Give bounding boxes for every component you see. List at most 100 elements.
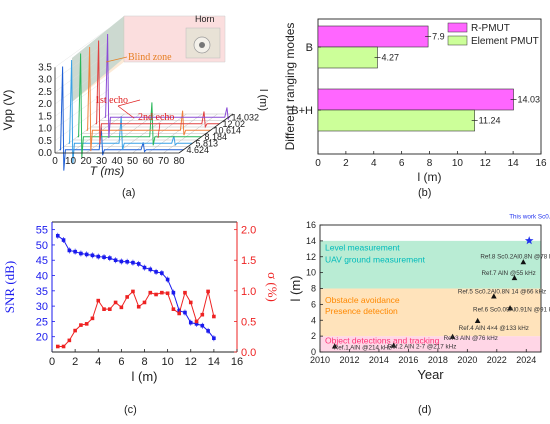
b-legend-swatch-0 <box>447 22 468 33</box>
time-grid-line <box>85 113 141 154</box>
t-tick-label: 20 <box>80 156 92 167</box>
d-point-label: Ref.5 Sc0.2Al0.8N 14 @66 kHz <box>458 288 546 295</box>
c-snr-point <box>142 265 147 270</box>
c-sigma-point <box>206 289 210 294</box>
time-grid-line <box>70 113 125 154</box>
panel-a-3d-waterfall: 0 10 20 30 40 50 60 70 80 0.00.51.0 1.52.02.53.0 3.… <box>1 14 269 199</box>
c-sigma-point <box>108 307 112 311</box>
d-this-work-star <box>524 236 534 245</box>
c-x-tick-label: 6 <box>118 356 124 368</box>
c-sigma-point <box>79 323 83 327</box>
c-snr-point <box>131 260 135 265</box>
d-point-label: Ref.3 AlN @76 kHz <box>444 335 498 342</box>
vpp-grid-line <box>54 52 110 92</box>
d-x-tick-label: 2018 <box>428 355 448 365</box>
d-x-tick-label: 2014 <box>369 355 389 365</box>
c-sigma-point <box>119 305 124 310</box>
b-bar-B-0 <box>317 25 429 48</box>
c-snr-point <box>165 277 170 282</box>
panel-c-dual-axis-line: 0 2 4 6 8 10 12 14 16 20 25 30 35 40 45 50 55 0.0 0.5 1.0 1.… <box>2 221 280 416</box>
b-y-axis-title: Different ranging modes <box>283 23 297 151</box>
b-x-tick-label: 6 <box>399 158 405 169</box>
d-x-tick-label: 2012 <box>339 355 359 365</box>
c-snr-point <box>183 310 187 315</box>
c-left-tick-label: 40 <box>36 271 48 283</box>
c-sigma-point <box>96 298 101 303</box>
d-ref-triangle <box>520 259 527 265</box>
c-x-tick-label: 4 <box>95 356 101 368</box>
c-left-tick-label: 35 <box>36 286 48 298</box>
c-snr-point <box>67 248 72 253</box>
distance-tick-label: 5.813 <box>196 138 219 148</box>
c-snr-point <box>188 320 193 325</box>
d-x-axis-title: Year <box>417 367 444 382</box>
blind-zone-label: Blind zone <box>128 52 172 63</box>
b-x-tick-label: 4 <box>371 158 377 169</box>
b-category-label: B+H <box>291 105 313 117</box>
c-snr-point <box>125 259 129 264</box>
b-legend-swatch-1 <box>447 35 468 46</box>
vpp-grid-line <box>54 64 110 105</box>
t-tick-label: 50 <box>127 156 139 167</box>
c-sigma-point <box>200 312 205 317</box>
c-left-tick-label: 55 <box>36 225 48 237</box>
c-sigma-point <box>148 290 153 295</box>
c-snr-point <box>194 322 199 326</box>
c-right-tick-label: 0.5 <box>241 316 256 328</box>
c-snr-point <box>206 329 210 333</box>
d-x-tick-label: 2024 <box>516 355 536 365</box>
d-x-tick-label: 2016 <box>398 355 418 365</box>
c-left-tick-label: 45 <box>36 255 48 267</box>
d-point-label: This work Sc0.2Al0.8N 2×2 @70 kHz <box>509 214 550 221</box>
c-snr-point <box>102 255 106 259</box>
first-echo-label: 1st echo <box>95 95 128 106</box>
echo-trace-0 <box>59 66 184 171</box>
b-bar-value-label: 7.9 <box>432 32 445 42</box>
b-x-axis-title: l (m) <box>418 170 442 184</box>
distance-axis-title: l (m) <box>257 89 269 111</box>
vpp-grid-line <box>54 40 110 80</box>
b-bar-value-label: 14.03 <box>518 95 541 105</box>
c-sigma-point <box>90 316 95 321</box>
horn-label: Horn <box>195 14 215 24</box>
c-snr-point <box>108 256 112 260</box>
c-sigma-point <box>84 322 89 326</box>
vpp-axis-title: Vpp (V) <box>1 90 15 131</box>
time-grid-line <box>163 113 218 154</box>
c-x-tick-label: 14 <box>208 356 220 368</box>
time-grid-line <box>116 113 172 154</box>
c-sigma-point <box>165 291 170 296</box>
c-left-tick-label: 50 <box>36 240 48 252</box>
d-ref-triangle <box>390 342 397 348</box>
c-sigma-point <box>188 300 193 305</box>
d-band-label: UAV ground measurement <box>325 254 426 264</box>
d-y-tick-label: 8 <box>311 284 316 294</box>
c-x-tick-label: 2 <box>72 356 78 368</box>
d-ref-triangle <box>474 317 481 324</box>
d-ref-triangle <box>331 343 338 349</box>
d-band-0 <box>320 336 541 352</box>
c-sigma-point <box>102 307 106 311</box>
c-snr-point <box>113 258 118 263</box>
c-sigma-point <box>194 319 199 324</box>
vpp-grid-line <box>54 28 110 68</box>
b-x-tick-label: 14 <box>508 158 520 169</box>
d-x-tick-label: 2010 <box>310 355 330 365</box>
t-tick-label: 60 <box>142 156 154 167</box>
d-y-tick-label: 0 <box>311 347 316 357</box>
b-category-label: B <box>306 42 313 54</box>
c-sigma-point <box>55 344 60 349</box>
c-snr-point <box>136 262 141 266</box>
echo-trace-5 <box>104 33 230 139</box>
c-right-tick-label: 1.5 <box>241 255 256 267</box>
vpp-grid-line <box>54 101 110 141</box>
c-right-tick-label: 1.0 <box>241 286 256 298</box>
t-tick-label: 70 <box>158 156 170 167</box>
time-grid-line <box>147 113 203 154</box>
vpp-grid-line <box>54 89 110 129</box>
c-sigma-point <box>113 300 118 305</box>
c-x-axis-title: l (m) <box>132 369 158 384</box>
c-sigma-point <box>136 304 141 309</box>
c-sigma-point <box>125 295 129 299</box>
